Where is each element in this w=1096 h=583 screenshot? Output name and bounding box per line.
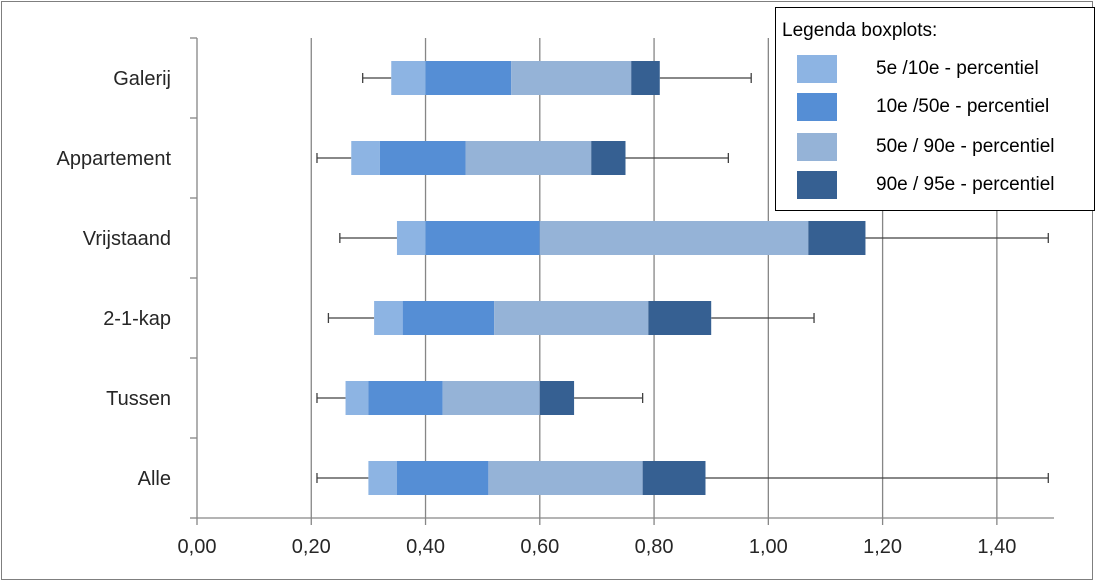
category-label: Galerij bbox=[113, 68, 171, 90]
bar-segment-p50-p90 bbox=[465, 141, 592, 175]
x-tick-label: 0,20 bbox=[292, 536, 331, 558]
axes bbox=[190, 37, 1054, 525]
category-label: Vrijstaand bbox=[83, 228, 171, 250]
bar-segment-p10-p50 bbox=[396, 461, 489, 495]
x-tick-label: 1,20 bbox=[863, 536, 902, 558]
bar-segment-p5-p10 bbox=[345, 381, 369, 415]
legend: Legenda boxplots: 5e /10e - percentiel 1… bbox=[775, 7, 1095, 211]
x-tick-label: 0,80 bbox=[635, 536, 674, 558]
bar-segment-p10-p50 bbox=[379, 141, 466, 175]
bar-segment-p90-p95 bbox=[631, 61, 660, 95]
bar-segment-p90-p95 bbox=[591, 141, 626, 175]
bar-segment-p90-p95 bbox=[808, 221, 866, 255]
legend-title: Legenda boxplots: bbox=[782, 20, 938, 41]
bar-segment-p5-p10 bbox=[374, 301, 403, 335]
legend-label-p50-p90: 50e / 90e - percentiel bbox=[876, 136, 1055, 157]
bar-segment-p50-p90 bbox=[494, 301, 649, 335]
bar-segment-p90-p95 bbox=[642, 461, 706, 495]
category-label: Appartement bbox=[56, 148, 171, 170]
legend-swatch-p10-p50 bbox=[797, 93, 837, 121]
x-tick-label: 0,00 bbox=[178, 536, 217, 558]
legend-swatch-p90-p95 bbox=[797, 171, 837, 199]
bar-segment-p5-p10 bbox=[368, 461, 397, 495]
bar-segment-p50-p90 bbox=[442, 381, 540, 415]
axis-labels: 0,00 0,20 0,40 0,60 0,80 1,00 1,20 1,40 Galerij A… bbox=[56, 68, 1016, 558]
bar-segment-p50-p90 bbox=[488, 461, 643, 495]
category-label: Alle bbox=[138, 468, 171, 490]
bar-segment-p10-p50 bbox=[425, 61, 512, 95]
bar-segment-p50-p90 bbox=[511, 61, 632, 95]
bar-segment-p90-p95 bbox=[648, 301, 712, 335]
bar-segment-p5-p10 bbox=[391, 61, 426, 95]
bar-segment-p10-p50 bbox=[425, 221, 540, 255]
category-label: 2-1-kap bbox=[103, 308, 171, 330]
boxplot-bars bbox=[316, 61, 1049, 495]
x-tick-label: 1,00 bbox=[749, 536, 788, 558]
legend-swatch-p5-p10 bbox=[797, 55, 837, 83]
bar-segment-p10-p50 bbox=[368, 381, 443, 415]
legend-label-p90-p95: 90e / 95e - percentiel bbox=[876, 174, 1055, 195]
category-label: Tussen bbox=[106, 388, 171, 410]
x-tick-label: 0,60 bbox=[520, 536, 559, 558]
bar-segment-p10-p50 bbox=[402, 301, 495, 335]
bar-segment-p90-p95 bbox=[539, 381, 575, 415]
x-tick-label: 1,40 bbox=[977, 536, 1016, 558]
bar-segment-p5-p10 bbox=[396, 221, 426, 255]
legend-swatch-p50-p90 bbox=[797, 133, 837, 161]
bar-segment-p50-p90 bbox=[539, 221, 809, 255]
x-tick-label: 0,40 bbox=[406, 536, 445, 558]
bar-segment-p5-p10 bbox=[351, 141, 380, 175]
legend-label-p5-p10: 5e /10e - percentiel bbox=[876, 58, 1039, 79]
legend-label-p10-p50: 10e /50e - percentiel bbox=[876, 96, 1050, 117]
